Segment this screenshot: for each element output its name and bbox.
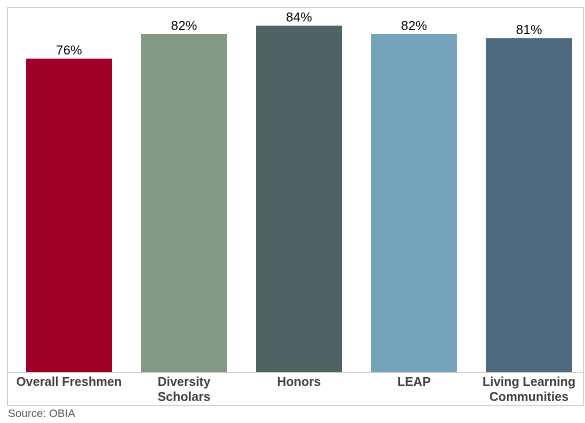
data-label-0: 76% [56, 43, 82, 58]
category-label-4-line-0: Living Learning [482, 375, 575, 389]
bar-4 [486, 38, 572, 372]
chart-frame [7, 7, 584, 406]
bar-3 [371, 34, 457, 372]
category-label-1-line-0: Diversity [158, 375, 211, 389]
category-label-2: Honors [277, 375, 321, 389]
data-label-1: 82% [171, 18, 197, 33]
category-label-3: LEAP [397, 375, 430, 389]
data-label-4: 81% [516, 22, 542, 37]
bar-2 [256, 25, 342, 372]
data-label-2: 84% [286, 10, 312, 25]
source-note: Source: OBIA [8, 408, 76, 420]
category-label-0: Overall Freshmen [16, 375, 122, 389]
bar-0 [26, 58, 112, 372]
bar-1 [141, 34, 227, 372]
category-label-1-line-1: Scholars [158, 390, 211, 404]
data-label-3: 82% [401, 18, 427, 33]
category-label-4-line-1: Communities [489, 390, 568, 404]
